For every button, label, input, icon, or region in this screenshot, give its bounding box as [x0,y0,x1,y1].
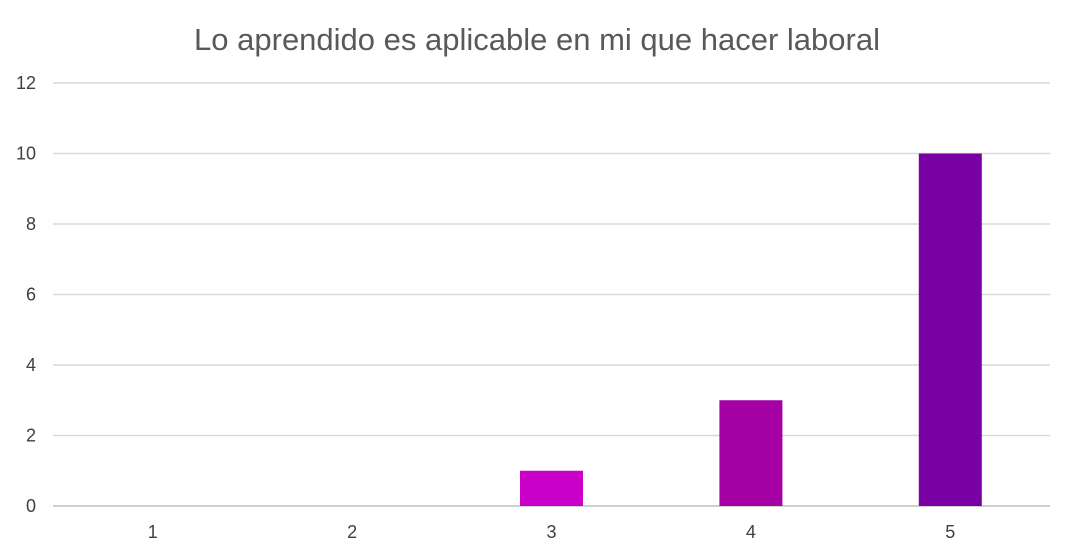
x-tick-label: 3 [546,522,556,542]
y-tick-label: 0 [26,496,36,516]
gridlines [53,82,1050,507]
x-tick-label: 4 [746,522,756,542]
chart-title: Lo aprendido es aplicable en mi que hace… [194,22,880,57]
x-tick-label: 5 [945,522,955,542]
y-tick-label: 2 [26,426,36,446]
bars [520,153,982,506]
bar-5 [918,153,982,506]
y-tick-label: 8 [26,214,36,234]
y-tick-label: 10 [16,144,36,164]
y-tick-label: 4 [26,355,36,375]
bar-4 [719,400,783,506]
y-axis-ticks: 0 2 4 6 8 10 12 [16,73,36,516]
x-tick-label: 1 [148,522,158,542]
x-tick-label: 2 [347,522,357,542]
y-tick-label: 12 [16,73,36,93]
bar-3 [520,470,583,506]
y-tick-label: 6 [26,285,36,305]
x-axis-ticks: 1 2 3 4 5 [148,522,956,542]
